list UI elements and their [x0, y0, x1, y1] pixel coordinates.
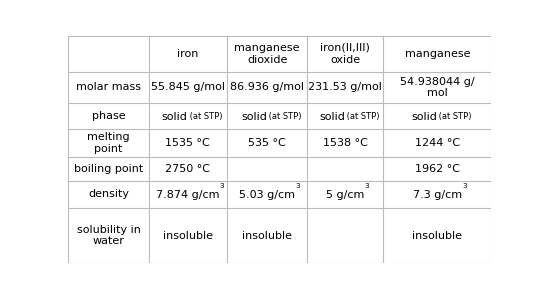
Text: 7.874 g/cm: 7.874 g/cm — [156, 191, 219, 200]
Text: (at STP): (at STP) — [437, 112, 472, 121]
Text: solubility in
water: solubility in water — [76, 225, 140, 246]
Text: 3: 3 — [462, 184, 467, 189]
Text: 3: 3 — [219, 184, 223, 189]
Text: solid: solid — [241, 112, 267, 122]
Text: insoluble: insoluble — [163, 231, 213, 241]
Text: 1535 °C: 1535 °C — [165, 138, 210, 148]
Text: iron(II,III)
oxide: iron(II,III) oxide — [321, 43, 370, 65]
Text: 231.53 g/mol: 231.53 g/mol — [308, 82, 382, 92]
Text: 1244 °C: 1244 °C — [415, 138, 460, 148]
Text: solid: solid — [162, 112, 188, 122]
Text: phase: phase — [92, 111, 125, 121]
Text: 7.3 g/cm: 7.3 g/cm — [413, 191, 462, 200]
Text: 3: 3 — [364, 184, 369, 189]
Text: solid: solid — [412, 112, 437, 122]
Text: 54.938044 g/
mol: 54.938044 g/ mol — [400, 77, 475, 98]
Text: 1538 °C: 1538 °C — [323, 138, 368, 148]
Text: boiling point: boiling point — [74, 164, 143, 174]
Text: (at STP): (at STP) — [346, 112, 380, 121]
Text: 5 g/cm: 5 g/cm — [326, 191, 365, 200]
Text: insoluble: insoluble — [242, 231, 292, 241]
Text: 1962 °C: 1962 °C — [415, 164, 460, 174]
Text: melting
point: melting point — [87, 132, 130, 154]
Text: 86.936 g/mol: 86.936 g/mol — [230, 82, 304, 92]
Text: 3: 3 — [295, 184, 300, 189]
Text: density: density — [88, 189, 129, 200]
Text: 535 °C: 535 °C — [248, 138, 286, 148]
Text: 2750 °C: 2750 °C — [165, 164, 210, 174]
Text: manganese
dioxide: manganese dioxide — [234, 43, 300, 65]
Text: insoluble: insoluble — [412, 231, 462, 241]
Text: molar mass: molar mass — [76, 82, 141, 92]
Text: solid: solid — [319, 112, 346, 122]
Text: (at STP): (at STP) — [188, 112, 222, 121]
Text: 55.845 g/mol: 55.845 g/mol — [151, 82, 225, 92]
Text: iron: iron — [177, 49, 199, 59]
Text: 5.03 g/cm: 5.03 g/cm — [239, 191, 295, 200]
Text: (at STP): (at STP) — [267, 112, 301, 121]
Text: manganese: manganese — [405, 49, 470, 59]
